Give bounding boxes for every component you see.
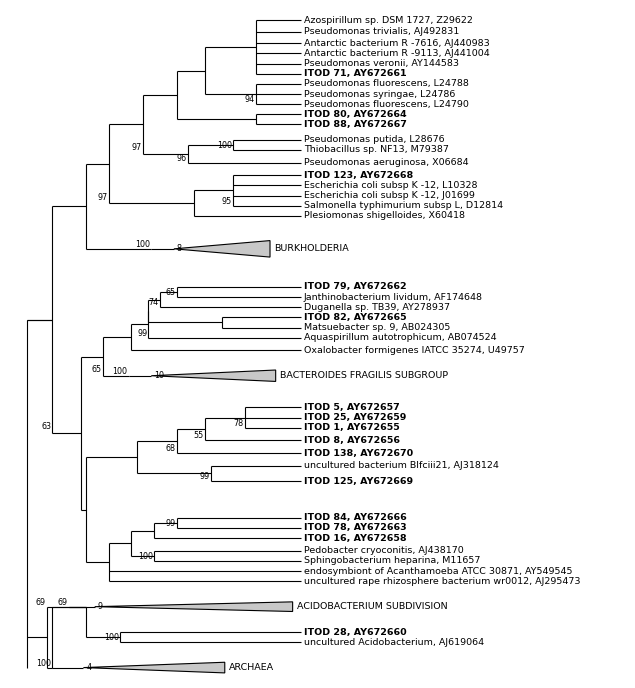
Text: 99: 99 [137,329,147,338]
Text: 97: 97 [131,143,142,152]
Text: Matsuebacter sp. 9, AB024305: Matsuebacter sp. 9, AB024305 [304,323,450,332]
Text: Sphingobacterium heparina, M11657: Sphingobacterium heparina, M11657 [304,557,480,566]
Text: 69: 69 [58,598,68,607]
Text: ITOD 8, AY672656: ITOD 8, AY672656 [304,436,400,445]
Text: ITOD 25, AY672659: ITOD 25, AY672659 [304,413,406,422]
Text: 63: 63 [41,422,51,431]
Text: ACIDOBACTERIUM SUBDIVISION: ACIDOBACTERIUM SUBDIVISION [297,602,448,611]
Text: ITOD 84, AY672666: ITOD 84, AY672666 [304,513,406,522]
Text: 99: 99 [199,472,210,481]
Text: Pedobacter cryoconitis, AJ438170: Pedobacter cryoconitis, AJ438170 [304,546,464,555]
Text: ITOD 79, AY672662: ITOD 79, AY672662 [304,282,406,292]
Text: 100: 100 [135,240,150,249]
Text: 65: 65 [166,288,175,297]
Text: ITOD 88, AY672667: ITOD 88, AY672667 [304,120,407,129]
Text: 100: 100 [112,367,128,376]
Text: 100: 100 [217,141,232,150]
Text: ITOD 82, AY672665: ITOD 82, AY672665 [304,313,406,322]
Text: 100: 100 [36,658,51,667]
Text: 100: 100 [104,633,119,642]
Text: 10: 10 [154,372,164,380]
Text: ITOD 138, AY672670: ITOD 138, AY672670 [304,449,413,458]
Text: ITOD 80, AY672664: ITOD 80, AY672664 [304,110,406,119]
Text: ITOD 28, AY672660: ITOD 28, AY672660 [304,627,406,636]
Text: 9: 9 [98,602,103,611]
Text: 100: 100 [138,552,153,561]
Text: Escherichia coli subsp K -12, J01699: Escherichia coli subsp K -12, J01699 [304,191,475,200]
Text: 78: 78 [233,419,243,428]
Polygon shape [83,663,225,673]
Text: Thiobacillus sp. NF13, M79387: Thiobacillus sp. NF13, M79387 [304,145,449,154]
Text: Oxalobacter formigenes IATCC 35274, U49757: Oxalobacter formigenes IATCC 35274, U497… [304,346,525,355]
Text: ITOD 78, AY672663: ITOD 78, AY672663 [304,524,406,533]
Text: Azospirillum sp. DSM 1727, Z29622: Azospirillum sp. DSM 1727, Z29622 [304,16,473,25]
Text: Pseudomonas syringae, L24786: Pseudomonas syringae, L24786 [304,89,455,98]
Text: 69: 69 [36,598,46,607]
Text: Antarctic bacterium R -9113, AJ441004: Antarctic bacterium R -9113, AJ441004 [304,49,490,58]
Text: ITOD 1, AY672655: ITOD 1, AY672655 [304,423,399,432]
Text: ITOD 125, AY672669: ITOD 125, AY672669 [304,477,413,486]
Text: 74: 74 [149,298,159,308]
Text: 65: 65 [92,365,102,374]
Text: 96: 96 [177,153,187,162]
Text: ITOD 71, AY672661: ITOD 71, AY672661 [304,69,406,78]
Text: Plesiomonas shigelloides, X60418: Plesiomonas shigelloides, X60418 [304,211,465,220]
Text: ITOD 123, AY672668: ITOD 123, AY672668 [304,171,413,180]
Text: endosymbiont of Acanthamoeba ATCC 30871, AY549545: endosymbiont of Acanthamoeba ATCC 30871,… [304,567,572,576]
Text: Pseudomonas putida, L28676: Pseudomonas putida, L28676 [304,136,444,144]
Text: 99: 99 [165,519,175,528]
Text: Janthinobacterium lividum, AF174648: Janthinobacterium lividum, AF174648 [304,292,483,301]
Text: Pseudomonas veronii, AY144583: Pseudomonas veronii, AY144583 [304,59,459,68]
Text: Duganella sp. TB39, AY278937: Duganella sp. TB39, AY278937 [304,303,450,312]
Text: Aquaspirillum autotrophicum, AB074524: Aquaspirillum autotrophicum, AB074524 [304,333,497,342]
Text: 55: 55 [194,431,204,440]
Text: 8: 8 [177,244,182,253]
Text: Pseudomonas fluorescens, L24790: Pseudomonas fluorescens, L24790 [304,100,469,109]
Text: Antarctic bacterium R -7616, AJ440983: Antarctic bacterium R -7616, AJ440983 [304,39,490,47]
Text: Salmonella typhimurium subsp L, D12814: Salmonella typhimurium subsp L, D12814 [304,201,503,211]
Text: uncultured bacterium BIfciii21, AJ318124: uncultured bacterium BIfciii21, AJ318124 [304,462,499,471]
Text: 68: 68 [166,444,175,453]
Text: BACTEROIDES FRAGILIS SUBGROUP: BACTEROIDES FRAGILIS SUBGROUP [280,372,448,380]
Text: 97: 97 [97,193,108,202]
Text: 95: 95 [222,197,232,206]
Text: uncultured rape rhizosphere bacterium wr0012, AJ295473: uncultured rape rhizosphere bacterium wr… [304,577,580,585]
Text: ITOD 5, AY672657: ITOD 5, AY672657 [304,403,399,412]
Text: ARCHAEA: ARCHAEA [229,663,274,672]
Text: Escherichia coli subsp K -12, L10328: Escherichia coli subsp K -12, L10328 [304,181,478,190]
Text: Pseudomonas fluorescens, L24788: Pseudomonas fluorescens, L24788 [304,79,469,88]
Polygon shape [151,370,276,381]
Text: 94: 94 [244,95,255,104]
Text: ITOD 16, AY672658: ITOD 16, AY672658 [304,534,406,543]
Text: 4: 4 [86,663,91,672]
Text: Pseudomonas trivialis, AJ492831: Pseudomonas trivialis, AJ492831 [304,28,459,36]
Polygon shape [174,241,270,257]
Text: Pseudomonas aeruginosa, X06684: Pseudomonas aeruginosa, X06684 [304,158,469,167]
Polygon shape [95,602,293,612]
Text: uncultured Acidobacterium, AJ619064: uncultured Acidobacterium, AJ619064 [304,638,484,647]
Text: BURKHOLDERIA: BURKHOLDERIA [274,244,349,253]
